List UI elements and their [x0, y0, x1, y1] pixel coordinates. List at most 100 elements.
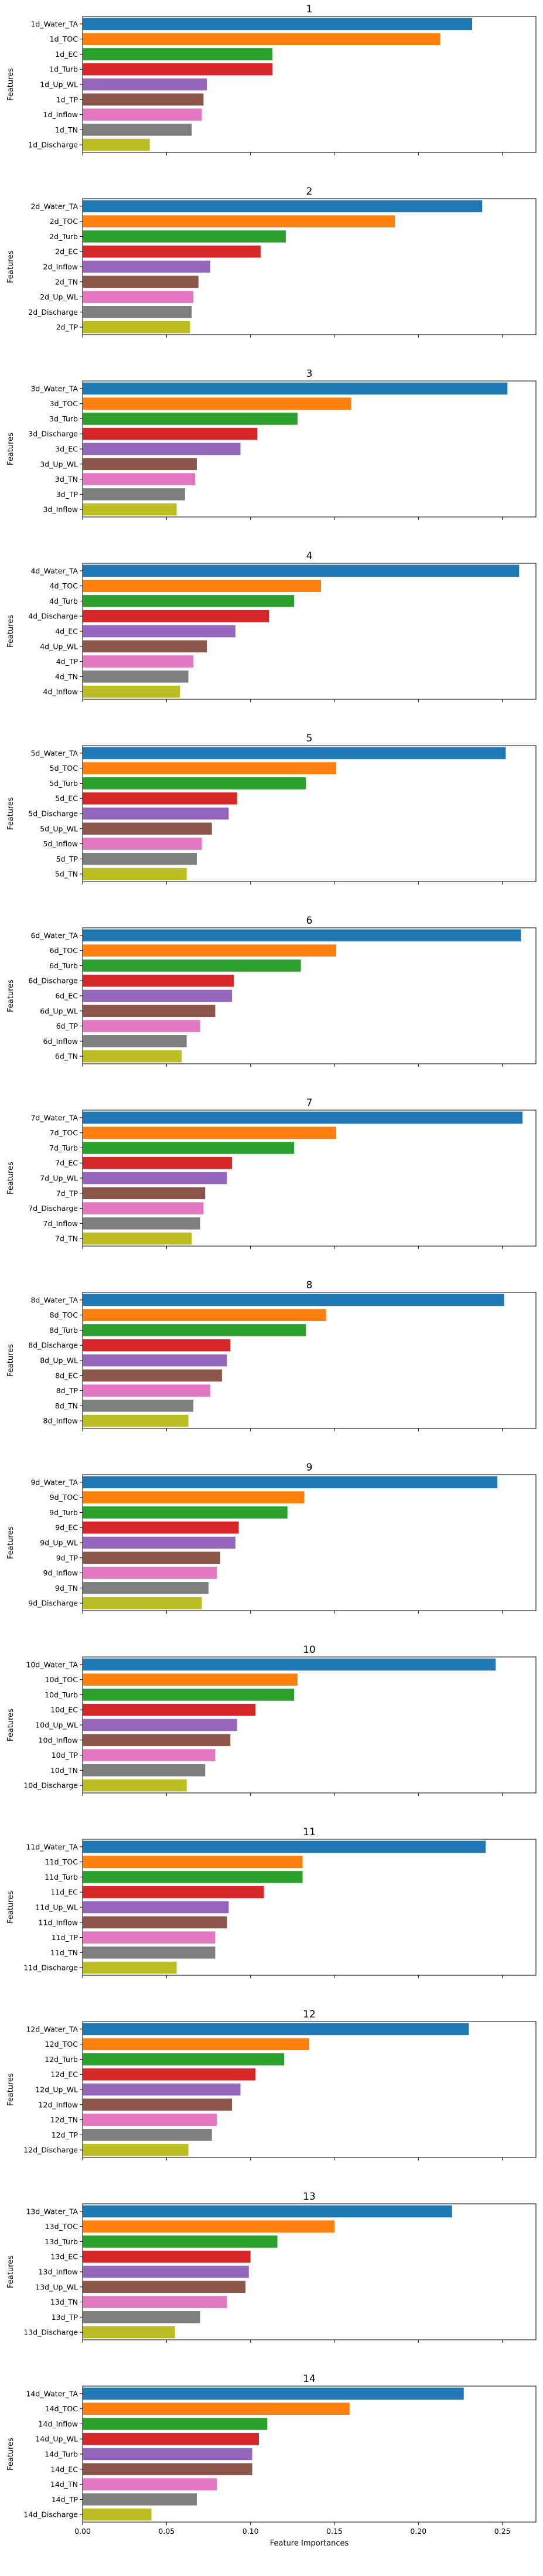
- y-axis-label: Features: [6, 250, 15, 283]
- axes-frame: [82, 927, 537, 1064]
- bar: [83, 792, 237, 805]
- bar: [83, 2114, 217, 2126]
- y-axis-label: Features: [6, 2073, 15, 2106]
- axes-frame: [82, 563, 537, 700]
- y-tick-label: 2d_Discharge: [28, 308, 78, 317]
- axes-frame: [82, 16, 537, 153]
- bar: [83, 1886, 264, 1898]
- bar: [83, 2478, 217, 2490]
- y-tick-label: 10d_Water_TA: [26, 1660, 78, 1669]
- y-tick-label: 9d_Water_TA: [30, 1478, 78, 1486]
- y-tick-label: 12d_TOC: [45, 2040, 78, 2048]
- axes-frame: [82, 380, 537, 518]
- bar: [83, 1172, 227, 1185]
- bar: [83, 1491, 305, 1503]
- y-tick-label: 6d_Inflow: [43, 1037, 78, 1046]
- y-tick-label: 14d_Turb: [45, 2450, 78, 2459]
- bar: [83, 747, 506, 760]
- bar: [83, 2281, 246, 2293]
- y-tick-label: 11d_EC: [50, 1888, 78, 1897]
- bar: [83, 1217, 200, 1230]
- y-tick-label: 13d_Inflow: [39, 2268, 78, 2276]
- bar: [83, 1719, 237, 1731]
- chart-title: 8: [306, 1280, 313, 1291]
- x-tick-label: 0.25: [494, 2527, 511, 2536]
- y-tick-label: 2d_EC: [55, 247, 78, 256]
- y-tick-label: 11d_Water_TA: [26, 1842, 78, 1851]
- bar: [83, 245, 261, 258]
- chart-title: 11: [303, 1826, 316, 1838]
- y-axis-label: Features: [6, 979, 15, 1012]
- axes-frame: [82, 2021, 537, 2158]
- bar: [83, 458, 197, 471]
- bar: [83, 1414, 189, 1427]
- bar: [83, 974, 234, 987]
- bar: [83, 1156, 233, 1169]
- bar: [83, 762, 336, 774]
- x-tick-label: 0.05: [158, 2527, 175, 2536]
- y-tick-label: 8d_TOC: [50, 1311, 78, 1319]
- y-tick-label: 14d_TN: [50, 2480, 78, 2489]
- bar: [83, 291, 194, 303]
- axes-frame: [82, 1474, 537, 1611]
- y-tick-label: 14d_TP: [52, 2495, 78, 2504]
- y-tick-label: 3d_TOC: [50, 399, 78, 408]
- y-tick-label: 14d_Up_WL: [35, 2435, 78, 2444]
- bar: [83, 1050, 182, 1063]
- bar: [83, 48, 272, 60]
- bar: [83, 867, 187, 880]
- bar: [83, 1567, 217, 1579]
- y-tick-label: 13d_Water_TA: [26, 2207, 78, 2216]
- y-tick-label: 5d_Discharge: [28, 809, 78, 818]
- bar: [83, 2220, 334, 2233]
- y-tick-label: 13d_TN: [50, 2298, 78, 2306]
- bar: [83, 413, 298, 425]
- y-tick-label: 12d_Inflow: [39, 2100, 78, 2109]
- axes-frame: [82, 198, 537, 335]
- bar: [83, 2296, 227, 2308]
- y-tick-label: 4d_Water_TA: [30, 566, 78, 575]
- y-tick-label: 7d_Water_TA: [30, 1113, 78, 1122]
- bar: [83, 2250, 251, 2263]
- bar: [83, 1187, 206, 1200]
- y-tick-label: 7d_Turb: [49, 1144, 78, 1152]
- bar: [83, 777, 306, 790]
- bar: [83, 1597, 202, 1609]
- chart-title: 5: [306, 733, 313, 744]
- y-tick-label: 11d_TN: [50, 1948, 78, 1957]
- bar: [83, 382, 508, 395]
- axes-frame: [82, 745, 537, 882]
- y-tick-label: 10d_Up_WL: [35, 1721, 78, 1730]
- bar: [83, 580, 322, 592]
- y-tick-label: 3d_TP: [56, 490, 78, 499]
- y-axis-label: Features: [6, 615, 15, 648]
- bar: [83, 1521, 239, 1534]
- bar: [83, 1142, 295, 1154]
- y-tick-label: 8d_TN: [55, 1401, 78, 1410]
- y-tick-label: 8d_Discharge: [28, 1341, 78, 1350]
- y-tick-label: 9d_Turb: [49, 1508, 78, 1517]
- bar: [83, 1961, 177, 1974]
- bar: [83, 2463, 252, 2476]
- bar: [83, 1384, 210, 1397]
- bar: [83, 2265, 249, 2278]
- bar: [83, 1035, 187, 1047]
- chart-title: 7: [306, 1097, 313, 1109]
- bar: [83, 2326, 175, 2339]
- y-tick-label: 12d_Discharge: [23, 2146, 78, 2155]
- y-tick-label: 11d_TOC: [45, 1857, 78, 1866]
- y-axis-label: Features: [6, 1526, 15, 1559]
- y-tick-label: 8d_EC: [55, 1371, 78, 1380]
- y-tick-label: 3d_Turb: [49, 414, 78, 423]
- y-tick-label: 4d_TOC: [50, 581, 78, 590]
- bar: [83, 1020, 200, 1032]
- y-tick-label: 11d_Up_WL: [35, 1903, 78, 1912]
- y-tick-label: 6d_TN: [55, 1052, 78, 1061]
- y-tick-label: 10d_Turb: [45, 1690, 78, 1699]
- y-tick-label: 3d_Water_TA: [30, 384, 78, 393]
- bar: [83, 1111, 523, 1124]
- bar: [83, 959, 301, 972]
- y-tick-label: 8d_TP: [56, 1386, 78, 1395]
- bar: [83, 1354, 227, 1367]
